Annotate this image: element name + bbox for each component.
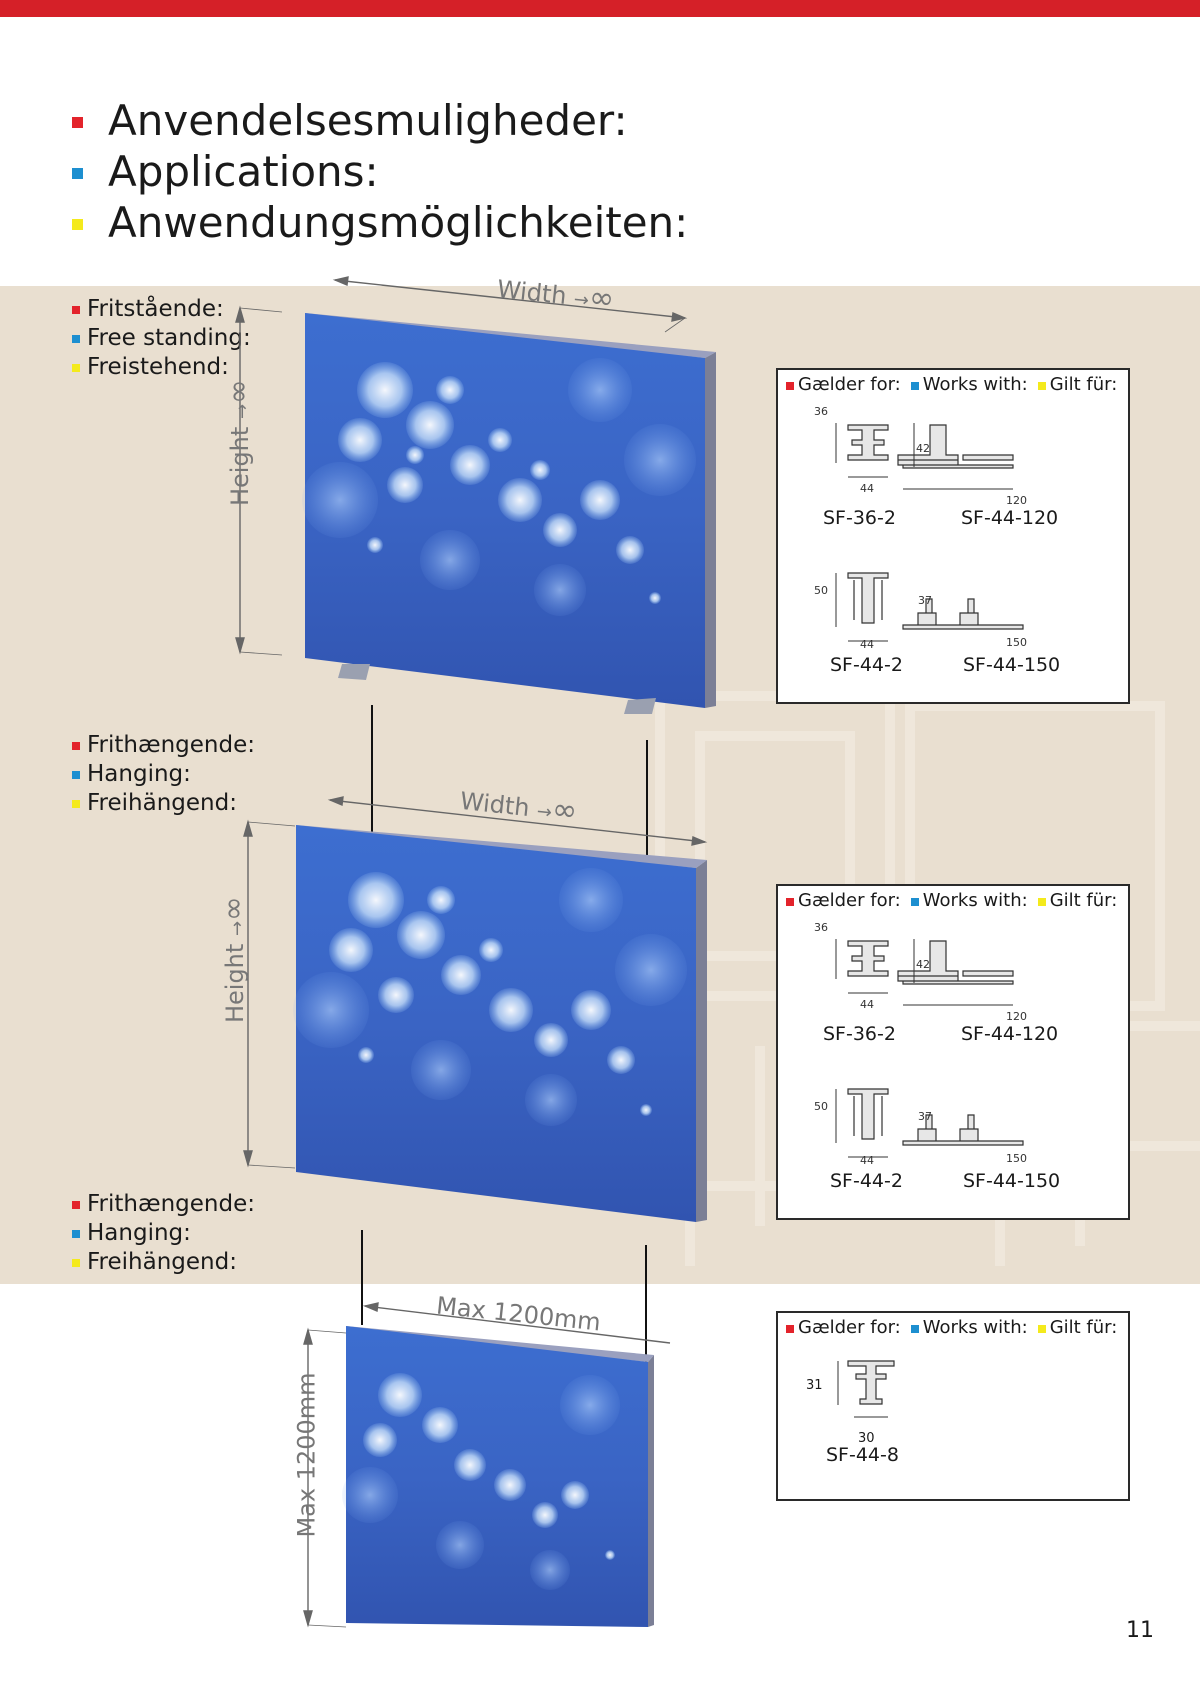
profile-name: SF-44-150 [963,1170,1061,1192]
legend: Gælder for: Works with: Gilt für: [786,890,1127,911]
hanging-small-label-list: Frithængende: Hanging: Freihängend: [70,1190,255,1277]
blue-bullet-icon [910,382,919,390]
yellow-bullet-icon [1037,382,1046,390]
top-red-bar [0,0,1200,17]
blue-bullet-icon [910,898,919,906]
red-bullet-icon [72,742,80,750]
profile-cross-section [837,1360,895,1418]
label-english: Free standing: [70,324,251,353]
arrow-up-icon: → [227,920,249,937]
label-danish: Frithængende: [70,1190,255,1219]
yellow-bullet-icon [72,1259,80,1267]
legend: Gælder for: Works with: Gilt für: [786,374,1127,395]
blue-bullet-icon [72,168,83,179]
free-standing-label-list: Fritstående: Free standing: Freistehend: [70,295,251,382]
label-german: Freihängend: [70,1248,255,1277]
heading-english: Applications: [70,146,688,197]
arrow-up-icon: → [232,403,254,420]
red-bullet-icon [786,1325,794,1333]
profile-name: SF-44-2 [830,654,903,676]
free-standing-frame-illustration [235,276,716,714]
yellow-bullet-icon [1037,898,1046,906]
profile-cross-sections [835,939,1024,1158]
label-danish: Fritstående: [70,295,251,324]
bokeh-lights-image [302,358,696,616]
label-danish: Frithængende: [70,731,255,760]
profile-name: SF-44-2 [830,1170,903,1192]
blue-bullet-icon [910,1325,919,1333]
label-english: Hanging: [70,1219,255,1248]
compatible-profiles-box-3: Gælder for: Works with: Gilt für: 31 30 SF… [776,1311,1130,1501]
label-english: Hanging: [70,760,255,789]
hanging-frame-illustration [243,705,708,1222]
max-size-hanging-frame-illustration [303,1230,671,1628]
profile-name: SF-44-120 [961,1023,1059,1045]
red-bullet-icon [72,117,83,128]
height-dimension-label: Height →∞ [221,378,257,507]
hanging-label-list: Frithængende: Hanging: Freihängend: [70,731,255,818]
yellow-bullet-icon [72,364,80,372]
profile-name: SF-44-8 [826,1444,899,1466]
page-number: 11 [1126,1618,1154,1643]
profile-name: SF-44-120 [961,507,1059,529]
red-bullet-icon [72,1201,80,1209]
legend: Gælder for: Works with: Gilt für: [786,1317,1127,1338]
yellow-bullet-icon [1037,1325,1046,1333]
compatible-profiles-box-2: Gælder for: Works with: Gilt für: 36 44 SF… [776,884,1130,1220]
yellow-bullet-icon [72,800,80,808]
heading-danish: Anvendelsesmuligheder: [70,95,688,146]
blue-bullet-icon [72,335,80,343]
label-german: Freihängend: [70,789,255,818]
profile-name: SF-44-150 [963,654,1061,676]
profile-cross-sections [835,423,1024,642]
red-bullet-icon [786,898,794,906]
profile-name: SF-36-2 [823,507,896,529]
compatible-profiles-box-1: Gælder for: Works with: Gilt für: 36 44 SF… [776,368,1130,704]
blue-bullet-icon [72,771,80,779]
max-height-dimension-label: Max 1200mm [292,1372,321,1538]
bokeh-lights-image [293,868,687,1126]
profile-name: SF-36-2 [823,1023,896,1045]
blue-bullet-icon [72,1230,80,1238]
bokeh-lights-image [342,1373,620,1590]
yellow-bullet-icon [72,219,83,230]
height-dimension-label: Height →∞ [216,895,252,1024]
heading-german: Anwendungsmöglichkeiten: [70,197,688,248]
label-german: Freistehend: [70,353,251,382]
applications-heading-list: Anvendelsesmuligheder: Applications: Anw… [70,95,688,248]
red-bullet-icon [786,382,794,390]
red-bullet-icon [72,306,80,314]
